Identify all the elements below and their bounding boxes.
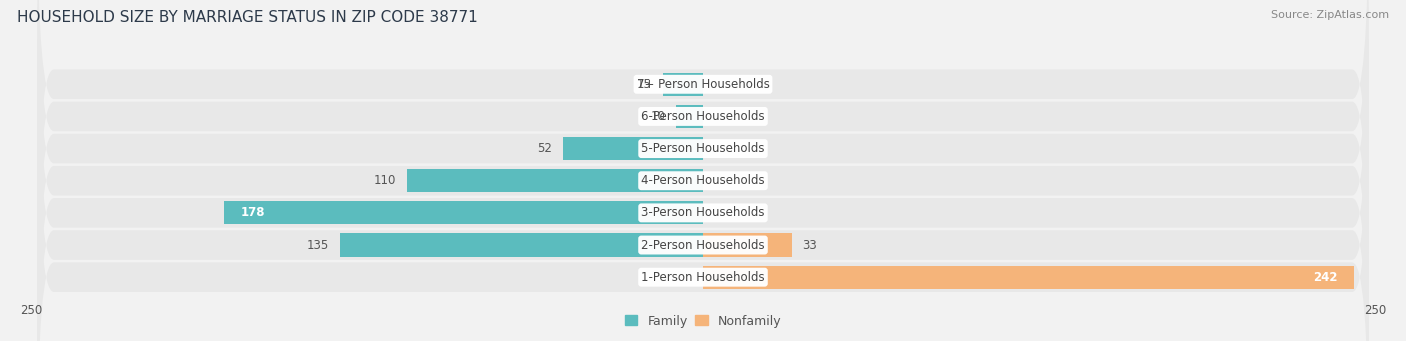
Text: 52: 52	[537, 142, 553, 155]
Text: 1-Person Households: 1-Person Households	[641, 271, 765, 284]
Legend: Family, Nonfamily: Family, Nonfamily	[624, 314, 782, 327]
Bar	[225, 201, 703, 224]
Bar	[703, 234, 792, 257]
FancyBboxPatch shape	[38, 3, 1368, 341]
Bar	[703, 266, 1354, 289]
Text: 2-Person Households: 2-Person Households	[641, 239, 765, 252]
Text: 110: 110	[374, 174, 396, 187]
Text: 33: 33	[803, 239, 817, 252]
Text: 4-Person Households: 4-Person Households	[641, 174, 765, 187]
Text: 242: 242	[1313, 271, 1337, 284]
FancyBboxPatch shape	[38, 0, 1368, 262]
FancyBboxPatch shape	[38, 35, 1368, 341]
Text: 10: 10	[651, 110, 665, 123]
Text: 178: 178	[240, 206, 266, 219]
Text: HOUSEHOLD SIZE BY MARRIAGE STATUS IN ZIP CODE 38771: HOUSEHOLD SIZE BY MARRIAGE STATUS IN ZIP…	[17, 10, 478, 25]
Text: 7+ Person Households: 7+ Person Households	[637, 78, 769, 91]
Text: 15: 15	[637, 78, 652, 91]
FancyBboxPatch shape	[38, 67, 1368, 341]
FancyBboxPatch shape	[38, 0, 1368, 327]
Bar	[408, 169, 703, 192]
Text: 6-Person Households: 6-Person Households	[641, 110, 765, 123]
FancyBboxPatch shape	[38, 0, 1368, 295]
Bar	[564, 137, 703, 160]
Bar	[676, 105, 703, 128]
Bar	[662, 73, 703, 96]
Text: 5-Person Households: 5-Person Households	[641, 142, 765, 155]
FancyBboxPatch shape	[38, 99, 1368, 341]
Text: Source: ZipAtlas.com: Source: ZipAtlas.com	[1271, 10, 1389, 20]
Text: 3-Person Households: 3-Person Households	[641, 206, 765, 219]
Bar	[340, 234, 703, 257]
Text: 135: 135	[307, 239, 329, 252]
